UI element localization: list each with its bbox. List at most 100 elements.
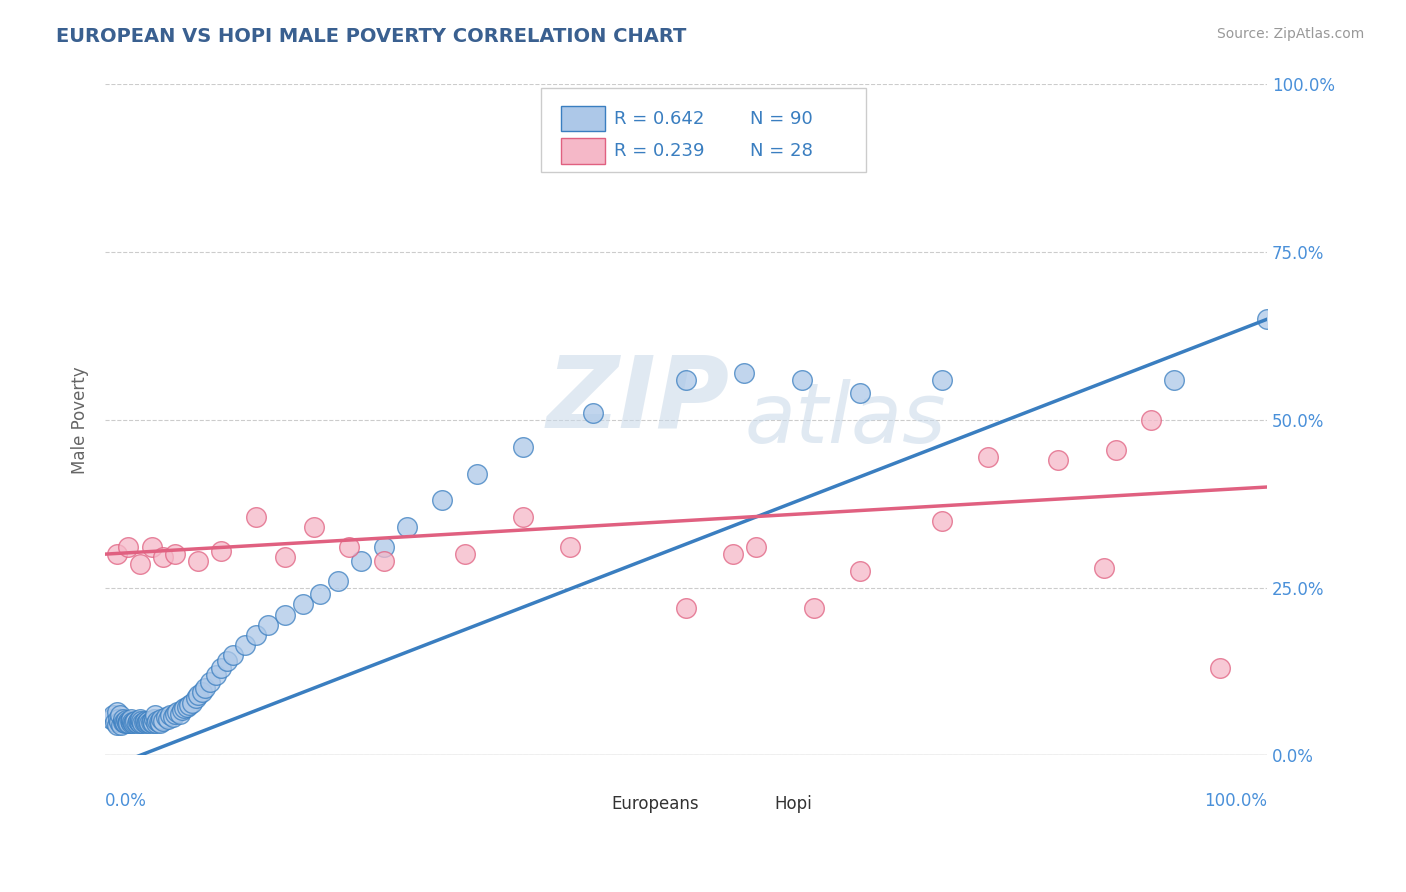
Point <box>465 467 488 481</box>
Point <box>1092 560 1115 574</box>
Point <box>143 708 166 723</box>
Point <box>103 708 125 723</box>
Point <box>136 714 159 729</box>
Point <box>117 714 139 728</box>
Point <box>187 554 209 568</box>
Point <box>430 493 453 508</box>
Point <box>162 709 184 723</box>
Point <box>326 574 349 588</box>
Point <box>152 714 174 728</box>
Point <box>110 718 132 732</box>
Point <box>121 714 143 729</box>
Point <box>184 691 207 706</box>
Point <box>173 701 195 715</box>
Point <box>181 696 204 710</box>
Point <box>146 714 169 728</box>
Point <box>977 450 1000 464</box>
Point <box>138 716 160 731</box>
Point <box>131 716 153 731</box>
Point <box>1256 312 1278 326</box>
Point <box>129 714 152 728</box>
Text: ZIP: ZIP <box>547 351 730 449</box>
Point <box>373 554 395 568</box>
Point <box>204 668 226 682</box>
Point <box>156 712 179 726</box>
Point <box>132 714 155 729</box>
Point <box>124 714 146 728</box>
Point <box>143 712 166 726</box>
Point <box>1105 443 1128 458</box>
Point <box>304 520 326 534</box>
Point <box>129 712 152 726</box>
Point <box>122 714 145 729</box>
Point <box>129 716 152 731</box>
Point <box>176 700 198 714</box>
Point <box>257 617 280 632</box>
Point <box>105 705 128 719</box>
Point <box>125 716 148 731</box>
Point <box>233 638 256 652</box>
Point <box>187 688 209 702</box>
Text: 100.0%: 100.0% <box>1204 792 1267 810</box>
Point <box>115 713 138 727</box>
Point <box>110 708 132 723</box>
Point <box>274 607 297 622</box>
FancyBboxPatch shape <box>561 138 605 163</box>
Point <box>105 547 128 561</box>
Point <box>100 712 122 726</box>
Point <box>141 541 163 555</box>
Point <box>117 716 139 731</box>
Point <box>103 714 125 729</box>
Text: EUROPEAN VS HOPI MALE POVERTY CORRELATION CHART: EUROPEAN VS HOPI MALE POVERTY CORRELATIO… <box>56 27 686 45</box>
Text: Hopi: Hopi <box>775 796 813 814</box>
Point <box>118 714 141 728</box>
Point <box>245 627 267 641</box>
FancyBboxPatch shape <box>541 87 866 171</box>
Point <box>245 510 267 524</box>
Point <box>148 714 170 729</box>
Point <box>209 661 232 675</box>
Text: R = 0.642: R = 0.642 <box>614 110 704 128</box>
Point <box>163 547 186 561</box>
Point <box>1046 453 1069 467</box>
Text: atlas: atlas <box>744 379 946 460</box>
Point <box>1139 413 1161 427</box>
Point <box>152 550 174 565</box>
Point <box>1163 373 1185 387</box>
Point <box>931 514 953 528</box>
Point <box>112 714 135 729</box>
Text: R = 0.239: R = 0.239 <box>614 142 704 160</box>
Point <box>849 564 872 578</box>
Point <box>803 600 825 615</box>
Point <box>675 600 697 615</box>
Point <box>111 714 134 729</box>
Point <box>198 674 221 689</box>
Point <box>159 708 181 723</box>
Point <box>396 520 419 534</box>
FancyBboxPatch shape <box>738 795 768 814</box>
Point <box>105 718 128 732</box>
Point <box>128 714 150 729</box>
Point <box>733 366 755 380</box>
Point <box>145 716 167 731</box>
Point <box>177 698 200 712</box>
Point <box>120 716 142 731</box>
Point <box>111 712 134 726</box>
Point <box>169 706 191 721</box>
Point <box>129 558 152 572</box>
Point <box>149 712 172 726</box>
Point <box>373 541 395 555</box>
Point <box>454 547 477 561</box>
Point <box>558 541 581 555</box>
Point <box>134 714 156 728</box>
Point <box>792 373 814 387</box>
Point <box>120 712 142 726</box>
Point <box>721 547 744 561</box>
Point <box>136 714 159 728</box>
Point <box>117 716 139 731</box>
Point <box>127 714 149 728</box>
Point <box>141 714 163 728</box>
Point <box>675 373 697 387</box>
FancyBboxPatch shape <box>575 795 605 814</box>
Point <box>108 714 131 729</box>
